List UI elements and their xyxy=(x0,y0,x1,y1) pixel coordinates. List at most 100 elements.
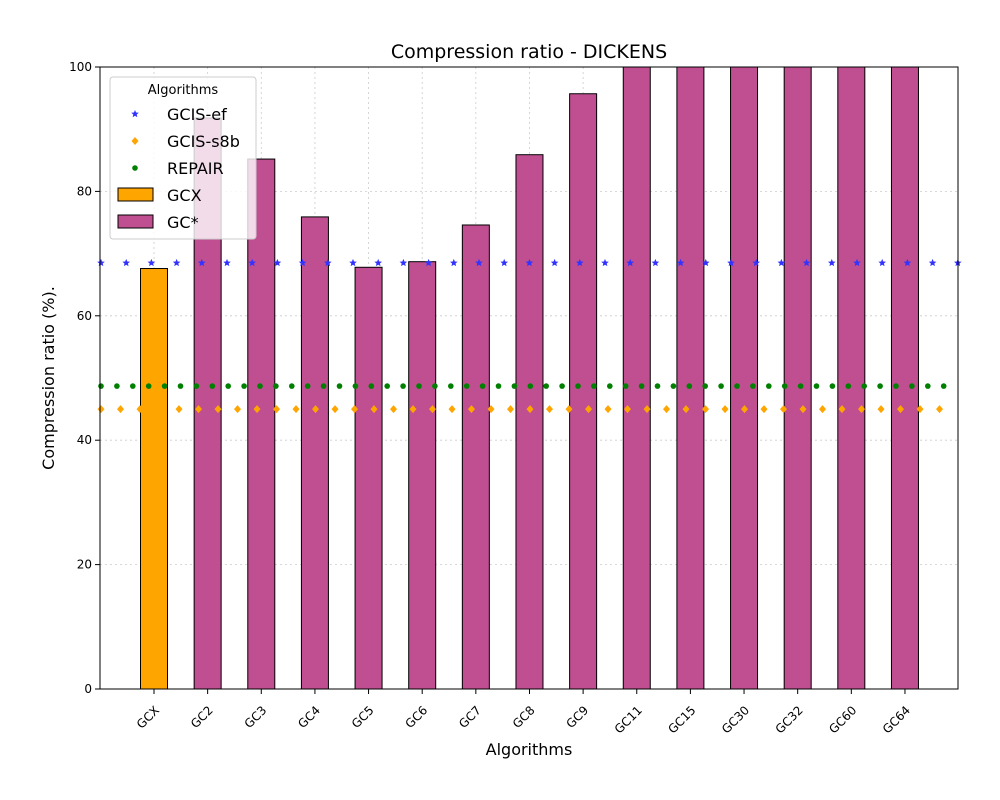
legend-label: REPAIR xyxy=(167,159,224,178)
ref-marker-repair xyxy=(702,383,708,389)
ref-marker-repair xyxy=(559,383,565,389)
ref-marker-gcis-s8b xyxy=(604,405,612,414)
chart-title: Compression ratio - DICKENS xyxy=(391,41,667,63)
ref-marker-gcis-s8b xyxy=(331,405,339,414)
ref-marker-gcis-ef xyxy=(349,258,357,267)
ref-marker-repair xyxy=(893,383,899,389)
ref-marker-gcis-ef xyxy=(626,258,634,267)
bar-gcstar xyxy=(354,266,383,690)
ref-marker-gcis-s8b xyxy=(858,405,865,414)
ref-marker-gcis-s8b xyxy=(448,405,456,414)
y-tick-label: 0 xyxy=(84,682,92,696)
ref-marker-gcis-s8b xyxy=(273,405,280,414)
bar-gcstar xyxy=(247,158,276,690)
ref-marker-repair xyxy=(384,383,391,389)
ref-marker-gcis-ef xyxy=(576,258,584,267)
ref-marker-repair xyxy=(750,383,756,389)
ref-marker-repair xyxy=(527,383,534,389)
ref-marker-gcis-s8b xyxy=(351,405,358,414)
ref-marker-gcis-s8b xyxy=(468,405,475,414)
ref-marker-gcis-s8b xyxy=(526,405,534,414)
ref-marker-gcis-ef xyxy=(727,258,735,267)
ref-marker-gcis-s8b xyxy=(429,405,436,414)
x-axis-title: Algorithms xyxy=(486,740,573,759)
ref-marker-gcis-s8b xyxy=(312,405,319,414)
legend-label: GCIS-s8b xyxy=(167,132,240,151)
ref-marker-repair xyxy=(98,383,104,389)
ref-marker-gcis-ef xyxy=(928,258,937,267)
ref-marker-repair xyxy=(193,383,200,389)
ref-marker-gcis-ef xyxy=(802,258,811,267)
ref-marker-gcis-s8b xyxy=(136,405,144,414)
ref-marker-repair xyxy=(304,383,311,389)
ref-marker-gcis-s8b xyxy=(156,405,163,414)
ref-marker-gcis-ef xyxy=(903,258,912,267)
ref-marker-repair xyxy=(654,383,661,389)
ref-marker-gcis-ef xyxy=(223,258,231,267)
ref-marker-repair xyxy=(877,383,883,389)
ref-marker-gcis-ef xyxy=(198,258,206,267)
ref-marker-repair xyxy=(607,383,613,389)
y-tick-label: 60 xyxy=(77,309,92,323)
ref-marker-gcis-ef xyxy=(601,258,609,267)
ref-marker-gcis-s8b xyxy=(936,405,943,414)
ref-marker-gcis-s8b xyxy=(663,405,670,414)
ref-marker-repair xyxy=(225,383,231,389)
ref-marker-gcis-s8b xyxy=(292,405,300,414)
ref-marker-repair xyxy=(797,383,804,389)
ref-marker-gcis-ef xyxy=(324,258,332,267)
ref-marker-gcis-ef xyxy=(676,258,685,267)
ref-marker-repair xyxy=(686,383,693,389)
ref-marker-repair xyxy=(591,383,597,389)
bar-gcstar xyxy=(837,66,866,690)
ref-marker-gcis-s8b xyxy=(799,405,807,414)
bar-gcstar xyxy=(515,154,544,690)
ref-marker-gcis-ef xyxy=(147,258,156,267)
ref-marker-gcis-s8b xyxy=(741,405,748,414)
ref-marker-repair xyxy=(289,383,295,389)
ref-marker-gcis-s8b xyxy=(409,405,417,414)
ref-marker-repair xyxy=(145,383,152,389)
ref-marker-gcis-ef xyxy=(273,258,282,267)
ref-marker-gcis-ef xyxy=(122,258,130,267)
ref-marker-repair xyxy=(638,383,645,389)
ref-marker-repair xyxy=(511,383,518,389)
ref-marker-gcis-s8b xyxy=(760,405,768,414)
ref-marker-gcis-s8b xyxy=(195,405,202,414)
ref-marker-gcis-ef xyxy=(828,258,836,267)
ref-marker-gcis-s8b xyxy=(546,405,553,414)
ref-marker-repair xyxy=(463,383,470,389)
ref-marker-gcis-ef xyxy=(97,258,105,267)
legend-marker-gcis-ef xyxy=(131,110,139,118)
y-tick-label: 20 xyxy=(77,558,92,572)
y-axis-title: Compression ratio (%). xyxy=(39,286,58,470)
legend-label: GCIS-ef xyxy=(167,105,227,124)
ref-marker-repair xyxy=(416,383,422,389)
ref-marker-repair xyxy=(718,383,724,389)
bar-gcstar xyxy=(300,216,329,690)
ref-marker-repair xyxy=(336,383,343,389)
bar-gcstar xyxy=(408,261,437,690)
ref-marker-repair xyxy=(829,383,836,389)
ref-marker-gcis-s8b xyxy=(97,405,105,414)
ref-marker-gcis-s8b xyxy=(643,405,651,414)
ref-marker-gcis-s8b xyxy=(624,405,631,414)
ref-marker-repair xyxy=(861,383,867,389)
ref-marker-repair xyxy=(114,383,120,389)
ref-marker-repair xyxy=(845,383,852,389)
ref-marker-gcis-s8b xyxy=(721,405,729,414)
bar-gcstar xyxy=(730,66,759,690)
ref-marker-gcis-ef xyxy=(399,258,408,267)
ref-marker-repair xyxy=(368,383,375,389)
ref-marker-repair xyxy=(209,383,216,389)
ref-marker-repair xyxy=(670,383,677,389)
ref-marker-gcis-s8b xyxy=(819,405,826,414)
ref-marker-gcis-s8b xyxy=(682,405,690,414)
ref-marker-gcis-s8b xyxy=(585,405,592,414)
ref-marker-repair xyxy=(177,383,184,389)
ref-marker-repair xyxy=(320,383,327,389)
ref-marker-gcis-ef xyxy=(651,258,660,267)
ref-marker-gcis-s8b xyxy=(916,405,924,414)
legend-marker-gcis-s8b xyxy=(131,137,139,145)
